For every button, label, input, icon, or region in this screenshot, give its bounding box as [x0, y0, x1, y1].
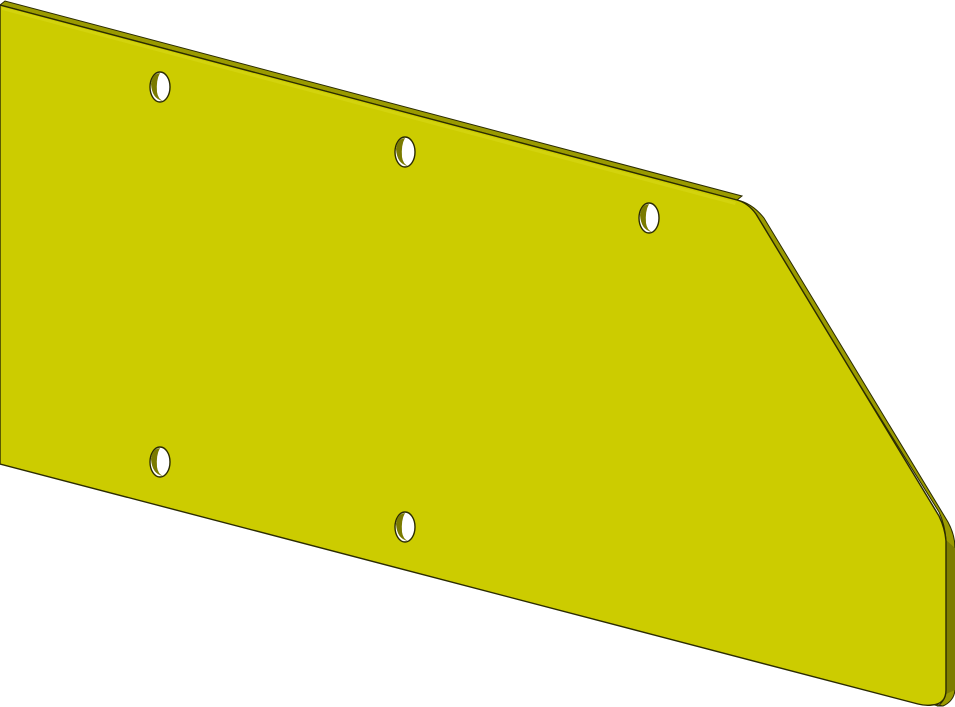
hole-bottom-center — [394, 511, 416, 543]
mounting-holes — [149, 71, 660, 543]
hole-top-center — [394, 136, 416, 168]
hole-bottom-left — [149, 446, 171, 478]
plate-top-highlight — [2, 7, 736, 205]
plate-right-edge — [946, 540, 955, 694]
plate-face — [0, 4, 947, 707]
hole-top-right — [638, 202, 660, 234]
hole-top-left — [149, 71, 171, 103]
